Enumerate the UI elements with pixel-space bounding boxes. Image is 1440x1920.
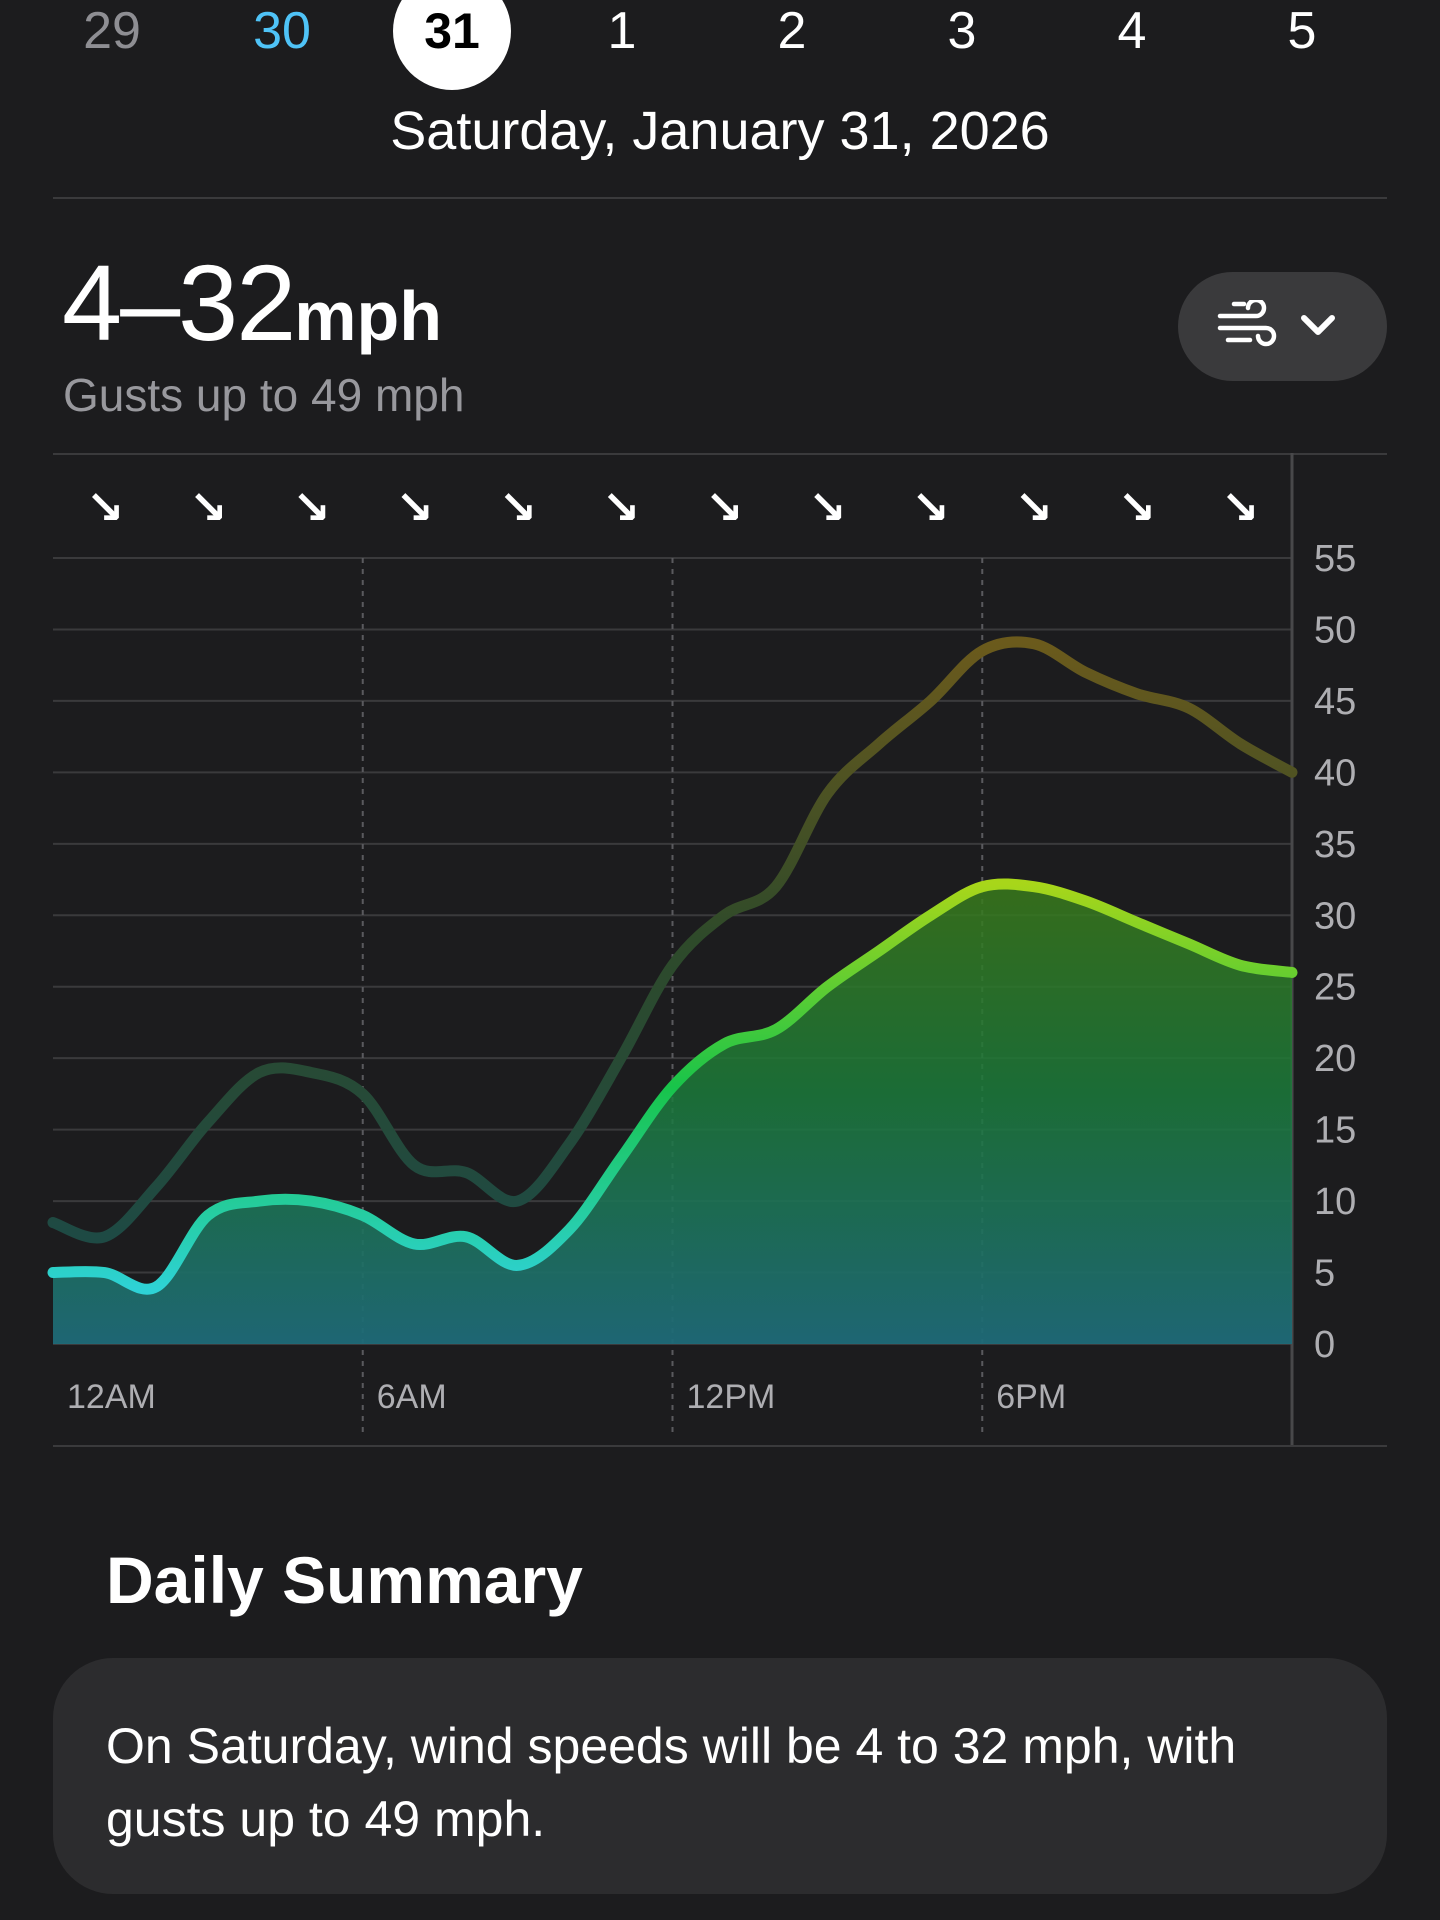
picker-icons xyxy=(1217,300,1335,347)
chevron-down-icon xyxy=(1301,315,1335,335)
y-tick-label: 25 xyxy=(1314,967,1356,1009)
date-strip: 29 30 31 1 2 3 4 5 xyxy=(0,0,1440,95)
daily-summary-text: On Saturday, wind speeds will be 4 to 32… xyxy=(106,1718,1237,1847)
y-tick-label: 40 xyxy=(1314,752,1356,794)
wind-direction-arrow: ↘ xyxy=(705,480,744,534)
wind-area xyxy=(53,883,1292,1344)
x-tick-label: 6AM xyxy=(377,1378,447,1416)
day-4[interactable]: 4 xyxy=(1117,2,1147,60)
daily-summary-title: Daily Summary xyxy=(106,1543,583,1617)
y-tick-label: 35 xyxy=(1314,824,1356,866)
x-tick-label: 6PM xyxy=(996,1378,1066,1416)
y-tick-label: 45 xyxy=(1314,681,1356,723)
y-axis-labels: 0 5 10 15 20 25 30 35 40 45 50 55 xyxy=(1314,538,1356,1366)
wind-direction-arrow: ↘ xyxy=(292,480,331,534)
y-tick-label: 0 xyxy=(1314,1324,1335,1366)
gust-line xyxy=(47,636,1298,1244)
wind-direction-arrow: ↘ xyxy=(86,480,125,534)
y-tick-label: 30 xyxy=(1314,895,1356,937)
day-30[interactable]: 30 xyxy=(253,2,311,60)
y-tick-label: 55 xyxy=(1314,538,1356,580)
y-tick-label: 20 xyxy=(1314,1038,1356,1080)
day-29[interactable]: 29 xyxy=(83,2,141,60)
metric-picker-button[interactable] xyxy=(1178,272,1387,381)
x-axis-labels: 12AM 6AM 12PM 6PM xyxy=(67,1378,1066,1416)
selected-date: Saturday, January 31, 2026 xyxy=(390,101,1050,161)
wind-direction-arrow: ↘ xyxy=(602,480,641,534)
day-31-selected[interactable]: 31 xyxy=(393,0,511,90)
divider xyxy=(53,197,1387,199)
wind-direction-arrow: ↘ xyxy=(1014,480,1053,534)
wind-direction-arrow: ↘ xyxy=(1221,480,1260,534)
wind-range: 4–32mph xyxy=(62,240,442,365)
x-tick-label: 12AM xyxy=(67,1378,156,1416)
daily-summary-card: On Saturday, wind speeds will be 4 to 32… xyxy=(53,1658,1387,1894)
wind-chart: ↘ ↘ ↘ ↘ ↘ ↘ ↘ ↘ ↘ ↘ ↘ ↘ 0 5 10 15 20 25 30 35 40 45 50 55 12AM… xyxy=(47,453,1387,1447)
wind-range-value: 4–32 xyxy=(62,242,296,363)
wind-direction-arrow: ↘ xyxy=(1118,480,1157,534)
y-tick-label: 5 xyxy=(1314,1253,1335,1295)
day-1[interactable]: 1 xyxy=(607,2,637,60)
day-2[interactable]: 2 xyxy=(777,2,807,60)
y-tick-label: 10 xyxy=(1314,1181,1356,1223)
wind-direction-arrow: ↘ xyxy=(498,480,537,534)
day-3[interactable]: 3 xyxy=(947,2,977,60)
wind-direction-arrow: ↘ xyxy=(808,480,847,534)
wind-unit: mph xyxy=(294,277,443,355)
day-5[interactable]: 5 xyxy=(1287,2,1317,60)
chart-top-divider xyxy=(53,453,1387,455)
gusts-text: Gusts up to 49 mph xyxy=(63,369,465,421)
wind-icon xyxy=(1217,300,1277,347)
wind-direction-arrow: ↘ xyxy=(395,480,434,534)
wind-direction-arrow: ↘ xyxy=(189,480,228,534)
y-tick-label: 15 xyxy=(1314,1110,1356,1152)
x-tick-label: 12PM xyxy=(687,1378,776,1416)
wind-direction-arrow: ↘ xyxy=(911,480,950,534)
direction-arrows: ↘ ↘ ↘ ↘ ↘ ↘ ↘ ↘ ↘ ↘ ↘ ↘ xyxy=(86,480,1260,534)
y-tick-label: 50 xyxy=(1314,609,1356,651)
wind-line xyxy=(47,878,1298,1295)
